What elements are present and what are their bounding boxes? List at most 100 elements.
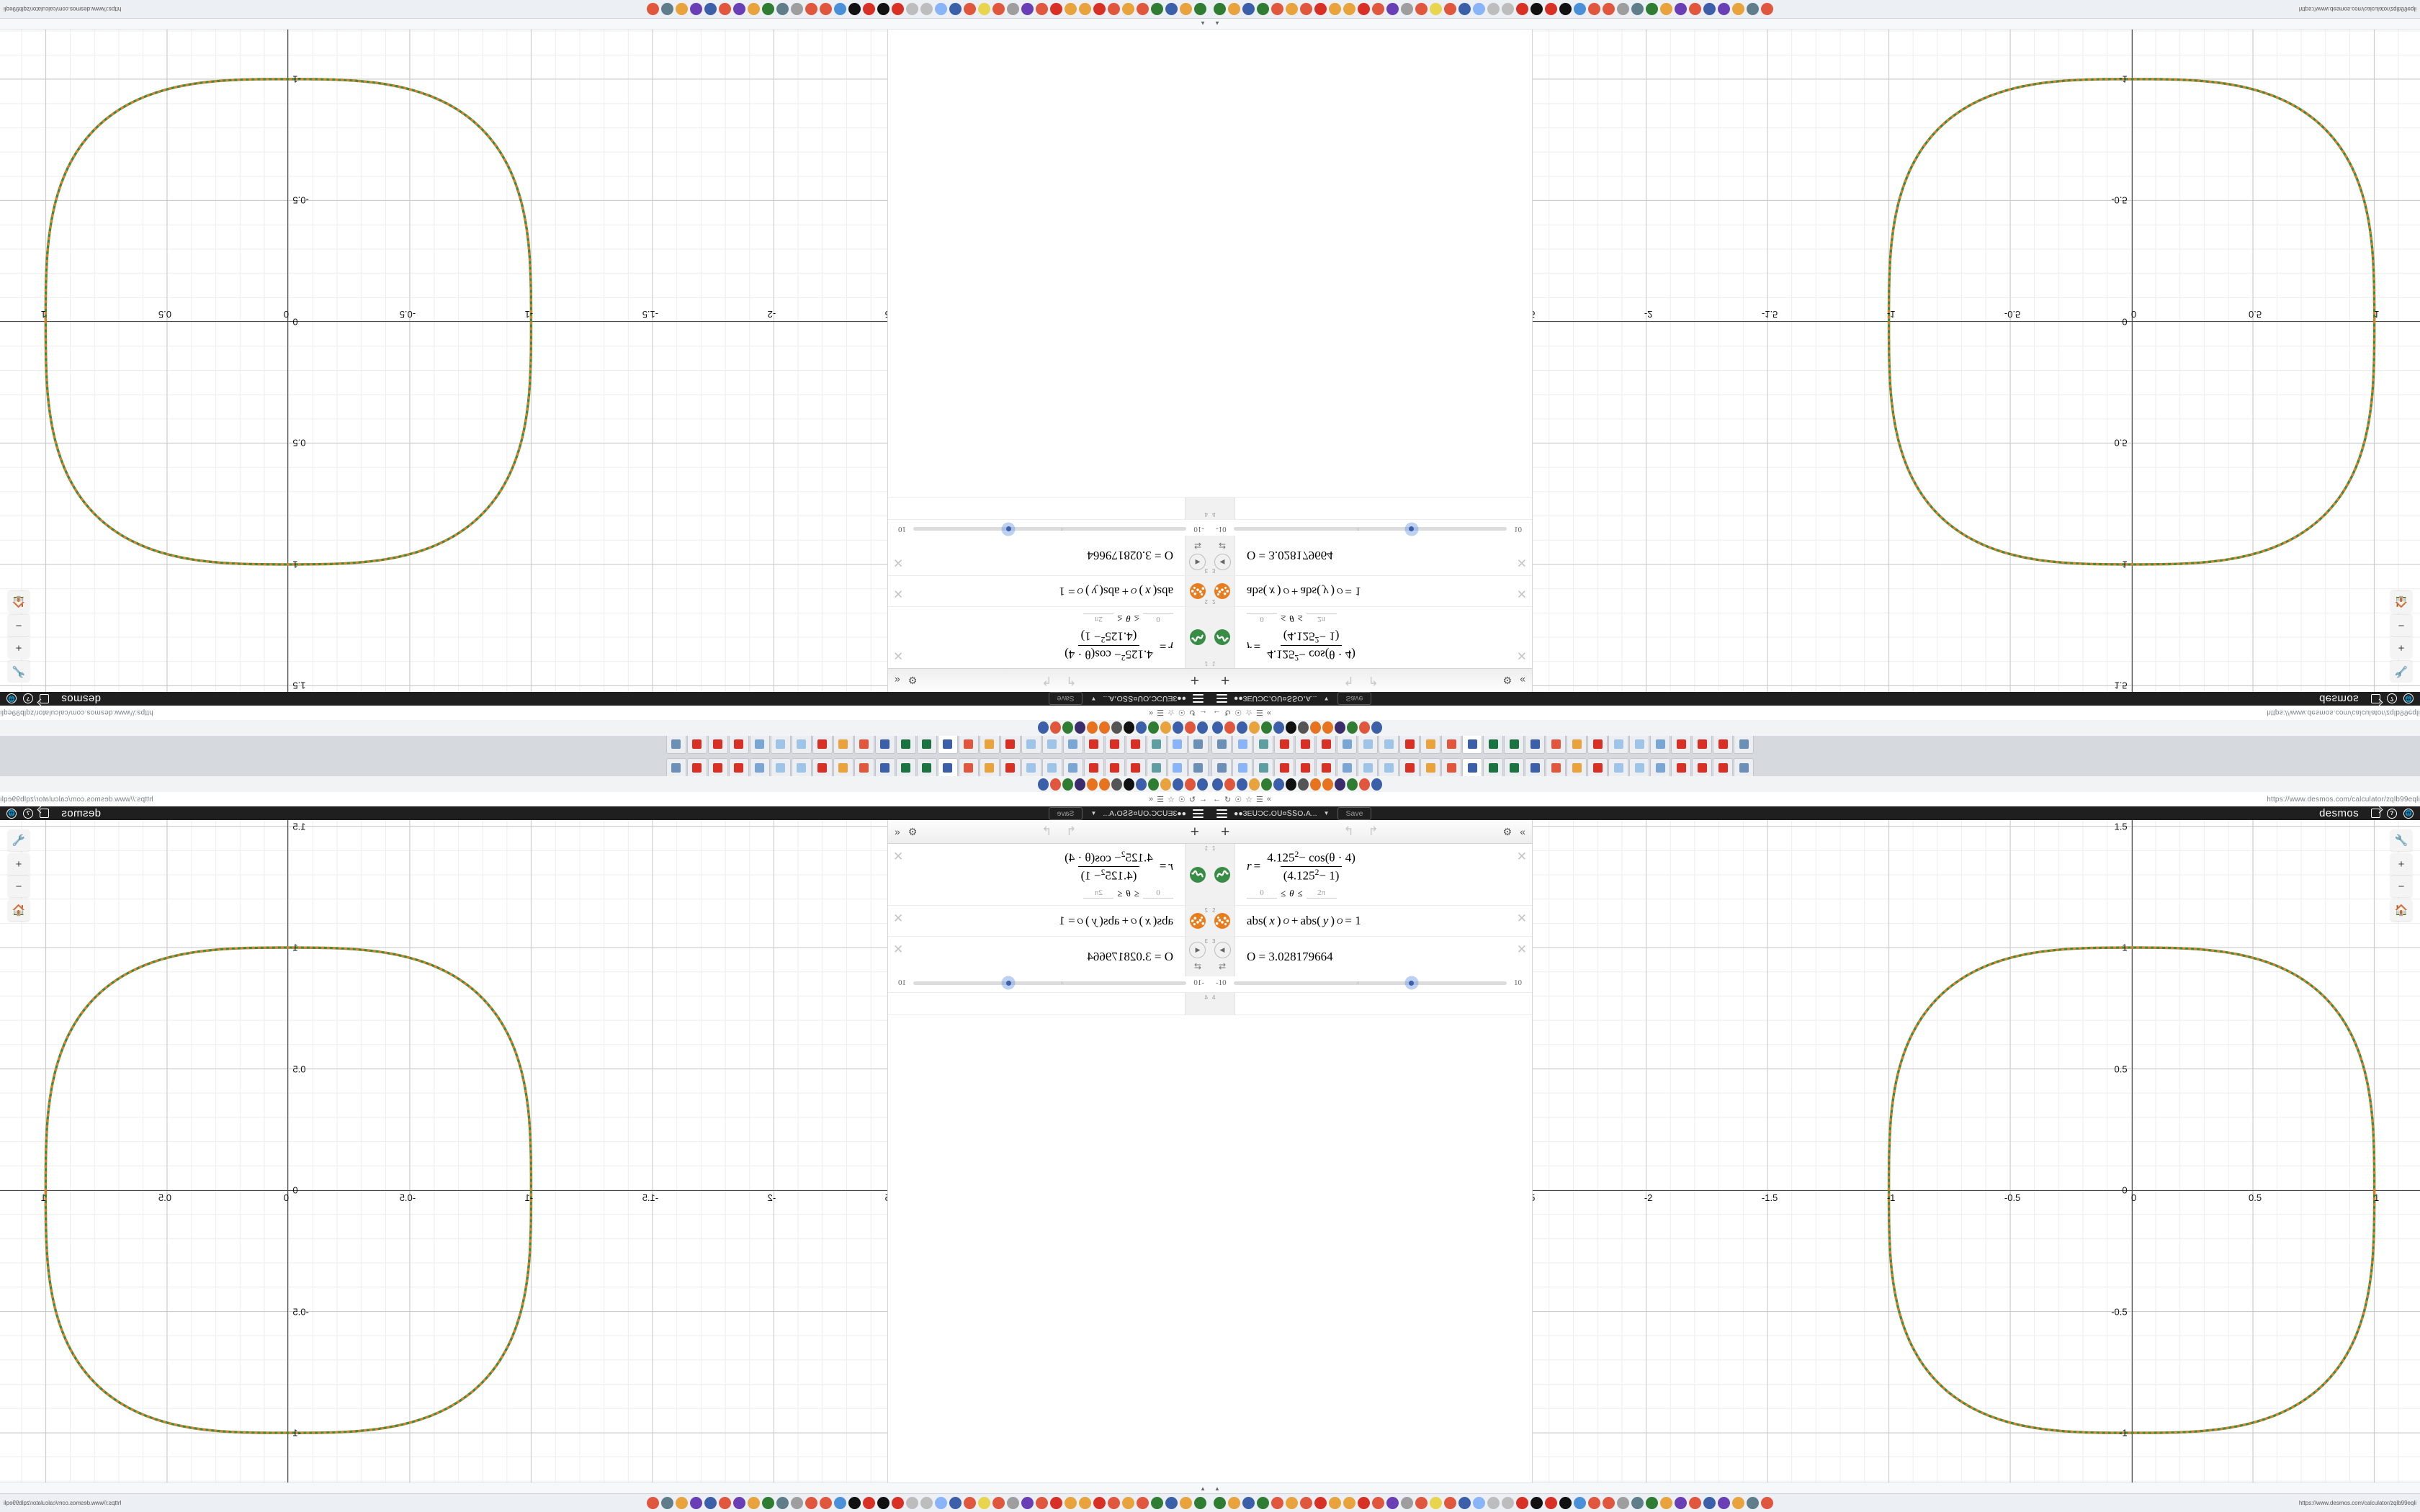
browser-tab[interactable] [812, 758, 833, 776]
browser-tab[interactable] [708, 758, 728, 776]
slider-max-value[interactable]: 10 [1514, 978, 1522, 988]
bookmark-item[interactable] [1322, 778, 1333, 791]
expression-row-2[interactable]: 2 [888, 906, 1210, 937]
tab-list[interactable] [1210, 736, 2420, 756]
bookmark-item[interactable] [1050, 721, 1061, 734]
taskbar-app-icon[interactable] [1286, 3, 1298, 15]
browser-tab[interactable] [1441, 758, 1461, 776]
double-chevron-left-icon[interactable]: « [895, 826, 900, 837]
browser-tab[interactable] [1021, 736, 1041, 754]
graph-tool-buttons[interactable]: 🔧 + − 🏠 [8, 829, 30, 921]
browser-tab-strip[interactable] [1210, 756, 2420, 777]
hamburger-menu-icon[interactable] [1193, 809, 1204, 818]
taskbar-app-icon[interactable] [1646, 3, 1658, 15]
step-backward-icon[interactable]: ◀ [1189, 942, 1206, 959]
taskbar-app-icon[interactable] [1300, 1497, 1312, 1509]
taskbar-app-icon[interactable] [949, 1497, 962, 1509]
redo-arrow-icon[interactable]: ↱ [1041, 674, 1052, 688]
taskbar-app-icon[interactable] [1631, 3, 1644, 15]
taskbar-app-icon[interactable] [1516, 3, 1528, 15]
taskbar-app-icon[interactable] [964, 1497, 976, 1509]
expression-row-3[interactable]: 3 ◀ ⇄ O = 3.028179664 [1210, 518, 1532, 575]
browser-tab[interactable] [1567, 736, 1587, 754]
bookmark-item[interactable] [1173, 778, 1183, 791]
browser-tab[interactable] [833, 736, 853, 754]
taskbar-app-icon[interactable] [1165, 1497, 1178, 1509]
browser-tab[interactable] [1441, 736, 1461, 754]
taskbar-app-icon[interactable] [1108, 1497, 1120, 1509]
taskbar-app-icon[interactable] [1747, 3, 1759, 15]
browser-tab-strip[interactable] [0, 735, 1210, 756]
bookmark-item[interactable] [1237, 778, 1247, 791]
taskbar-app-icon[interactable] [1329, 1497, 1341, 1509]
hamburger-menu-icon[interactable] [1216, 694, 1227, 703]
taskbar-app-icon[interactable] [1487, 1497, 1500, 1509]
taskbar-app-icon[interactable] [1675, 3, 1687, 15]
bookmark-list[interactable] [1210, 778, 1382, 791]
browser-tab[interactable] [1126, 736, 1146, 754]
globe-language-icon[interactable]: 🌐 [2403, 808, 2414, 819]
os-taskbar[interactable]: https://www.desmos.com/calculator/zqlb99… [1210, 0, 2420, 19]
globe-language-icon[interactable]: 🌐 [2403, 693, 2414, 704]
taskbar-app-icon[interactable] [733, 3, 745, 15]
bookmark-item[interactable] [1286, 721, 1296, 734]
taskbar-app-icon[interactable] [978, 1497, 990, 1509]
taskbar-app-icon[interactable] [1036, 1497, 1048, 1509]
browser-tab[interactable] [1713, 736, 1733, 754]
domain-restriction[interactable]: 0 ≤ θ ≤ 2π [910, 888, 1173, 899]
home-icon[interactable]: ☉ [1178, 795, 1186, 804]
taskbar-app-icon[interactable] [1228, 1497, 1240, 1509]
taskbar-app-icon[interactable] [992, 1497, 1005, 1509]
expression-row-3[interactable]: 3 ◀ ⇄ O = 3.028179664 [1210, 937, 1532, 994]
browser-tab[interactable] [1462, 736, 1482, 754]
taskbar-app-icon[interactable] [1194, 3, 1206, 15]
hamburger-menu-icon[interactable] [1193, 694, 1204, 703]
close-x-icon[interactable]: ✕ [893, 942, 904, 957]
taskbar-app-icon[interactable] [1065, 1497, 1077, 1509]
taskbar-app-icon[interactable] [863, 3, 875, 15]
gear-settings-icon[interactable]: ⚙ [908, 825, 918, 837]
bookmark-item[interactable] [1298, 778, 1309, 791]
bookmark-item[interactable] [1075, 778, 1085, 791]
slider-control[interactable]: -10 10 [888, 520, 1210, 536]
gear-settings-icon[interactable]: ⚙ [1502, 825, 1512, 837]
browser-tab[interactable] [687, 736, 707, 754]
quadrant-bottom-left[interactable]: https://www.desmos.com/calculator/zqlb99… [0, 756, 1210, 1512]
taskbar-app-icon[interactable] [1588, 3, 1600, 15]
expression-row-4-empty[interactable]: 4 [888, 496, 1210, 519]
expression-content-empty[interactable] [1235, 993, 1532, 1014]
bookmark-item[interactable] [1050, 778, 1061, 791]
slider-thumb[interactable] [1404, 522, 1419, 536]
taskbar-app-icon[interactable] [1079, 1497, 1091, 1509]
browser-tab[interactable] [1232, 736, 1252, 754]
taskbar-app-icon[interactable] [661, 1497, 673, 1509]
row-gutter[interactable]: 2 [1185, 906, 1210, 937]
browser-tab[interactable] [1358, 736, 1378, 754]
taskbar-app-icon[interactable] [863, 1497, 875, 1509]
globe-language-icon[interactable]: 🌐 [6, 693, 17, 704]
expression-row-2[interactable]: 2 [888, 575, 1210, 606]
taskbar-app-icon[interactable] [1214, 3, 1226, 15]
browser-tab-strip[interactable] [1210, 735, 2420, 756]
loop-swap-icon[interactable]: ⇄ [1218, 961, 1227, 972]
taskbar-app-icon[interactable] [1050, 1497, 1062, 1509]
browser-tab[interactable] [1650, 758, 1670, 776]
undo-arrow-icon[interactable]: ↰ [1343, 674, 1354, 688]
save-button[interactable]: Save [1337, 692, 1372, 706]
browser-tab[interactable] [1084, 758, 1104, 776]
browser-tab[interactable] [1734, 736, 1754, 754]
taskbar-app-icon[interactable] [1093, 1497, 1106, 1509]
taskbar-app-icon[interactable] [1242, 3, 1255, 15]
taskbar-app-icon[interactable] [1631, 1497, 1644, 1509]
taskbar-app-icon[interactable] [1444, 1497, 1456, 1509]
home-default-viewport-icon[interactable]: 🏠 [8, 899, 30, 921]
loop-swap-icon[interactable]: ⇄ [1218, 540, 1227, 551]
taskbar-app-icon[interactable] [1180, 1497, 1192, 1509]
hamburger-menu-icon[interactable]: ☰ [1255, 795, 1263, 804]
browser-tab[interactable] [1462, 758, 1482, 776]
quadrant-top-right[interactable]: https://www.desmos.com/calculator/zqlb99… [1210, 0, 2420, 756]
taskbar-app-icon[interactable] [1286, 1497, 1298, 1509]
browser-tab[interactable] [729, 758, 749, 776]
expression-content-empty[interactable] [1235, 498, 1532, 519]
taskbar-app-icon[interactable] [1050, 3, 1062, 15]
